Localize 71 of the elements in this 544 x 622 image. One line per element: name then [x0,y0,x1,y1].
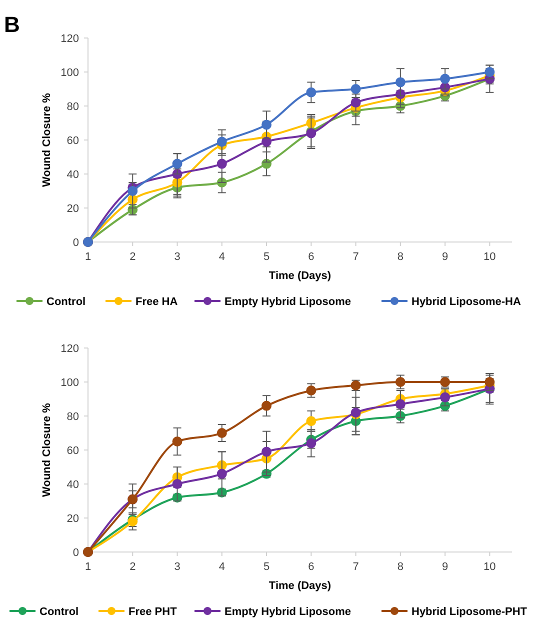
legend-label: Free HA [136,296,178,308]
x-axis-title: Time (Days) [268,270,332,282]
legend-label: Control [40,606,79,618]
point [350,98,361,108]
x-tick-label: 1 [84,561,92,573]
y-tick-label: 80 [66,101,79,113]
x-tick-label: 10 [484,561,496,573]
point [350,84,361,94]
y-tick-label: 60 [66,445,79,457]
x-tick-label: 4 [218,561,225,573]
y-tick-label: 60 [66,135,79,147]
legend-label: Hybrid Liposome-PHT [412,606,528,618]
point [172,479,182,489]
x-tick-label: 3 [174,561,180,573]
x-tick-label: 2 [130,561,136,573]
legend-label: Free PHT [128,606,178,618]
point [395,77,406,88]
point [128,186,138,196]
y-tick-label: 20 [66,513,79,525]
y-tick-label: 0 [72,237,79,249]
point [484,377,495,387]
legend-label: Empty Hybrid Liposome [224,296,352,308]
point [440,74,450,84]
point [216,158,227,169]
x-tick-label: 5 [263,251,270,263]
point [440,392,450,402]
y-tick-label: 20 [66,203,79,215]
x-tick-label: 5 [263,561,270,573]
point [306,386,316,396]
y-tick-label: 120 [60,343,79,355]
point [262,400,272,411]
y-tick-label: 120 [60,33,79,45]
x-tick-label: 8 [397,251,404,263]
x-tick-label: 8 [397,561,404,573]
point [216,428,227,438]
x-tick-label: 7 [352,251,359,263]
point [306,87,316,98]
point [262,446,272,457]
x-tick-label: 7 [352,561,359,573]
point [395,399,406,410]
x-tick-label: 2 [130,251,136,263]
y-tick-label: 40 [66,169,79,181]
y-axis-title: Wound Closure % [41,402,53,497]
x-axis-title: Time (Days) [268,580,332,592]
x-tick-label: 6 [308,561,314,573]
point [216,468,227,479]
x-tick-label: 10 [484,251,496,263]
x-tick-label: 1 [84,251,92,263]
point [306,416,316,426]
legend-label: Empty Hybrid Liposome [224,606,352,618]
point [484,67,495,77]
text: B [4,12,20,37]
point [395,377,406,387]
legend-label: Control [46,296,86,308]
point [172,436,182,446]
point [172,158,182,169]
point [262,120,272,130]
y-tick-label: 100 [60,377,79,389]
x-tick-label: 9 [442,251,448,263]
x-tick-label: 3 [174,251,180,263]
y-tick-label: 80 [66,411,79,423]
legend-label: Hybrid Liposome-HA [412,296,521,308]
y-tick-label: 100 [60,67,79,79]
y-tick-label: 0 [72,547,79,559]
point [306,438,316,448]
x-tick-label: 9 [442,561,448,573]
y-axis-title: Wound Closure % [41,92,53,187]
y-tick-label: 40 [66,479,79,491]
x-tick-label: 6 [308,251,314,263]
x-tick-label: 4 [218,251,225,263]
point [216,136,227,147]
